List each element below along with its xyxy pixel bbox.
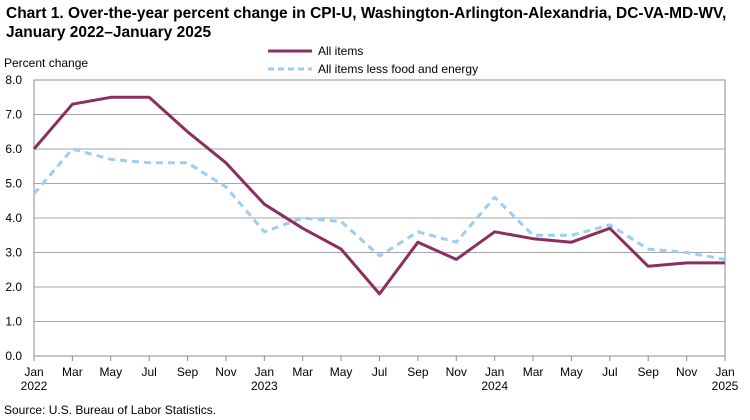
x-tick-label: Sep — [638, 365, 660, 379]
x-tick-label: Nov — [676, 365, 697, 379]
y-tick-label: 6.0 — [5, 142, 22, 156]
x-tick-label: May — [99, 365, 122, 379]
y-axis: 0.0 1.0 2.0 3.0 4.0 5.0 6.0 7.0 8.0 — [5, 73, 22, 363]
legend-label-core: All items less food and energy — [318, 62, 478, 76]
point-all-items — [262, 202, 266, 206]
point-all-items — [569, 240, 573, 244]
x-tick-label: Sep — [407, 365, 429, 379]
point-core — [531, 233, 535, 237]
point-core — [70, 147, 74, 151]
x-tick-label: Mar — [523, 365, 544, 379]
point-all-items — [32, 147, 36, 151]
x-tick-year-label: 2024 — [481, 379, 508, 393]
point-all-items — [301, 226, 305, 230]
chart-title: Chart 1. Over-the-year percent change in… — [6, 5, 727, 41]
gridlines — [34, 114, 725, 322]
y-tick-label: 5.0 — [5, 177, 22, 191]
x-tick-label: Nov — [446, 365, 467, 379]
y-tick-label: 2.0 — [5, 280, 22, 294]
x-tick-label: Jan — [715, 365, 734, 379]
y-tick-label: 3.0 — [5, 246, 22, 260]
point-all-items — [531, 237, 535, 241]
point-all-items — [147, 95, 151, 99]
point-all-items — [224, 161, 228, 165]
x-tick-label: Mar — [292, 365, 313, 379]
point-core — [493, 195, 497, 199]
y-tick-label: 1.0 — [5, 315, 22, 329]
point-core — [454, 240, 458, 244]
point-core — [32, 192, 36, 196]
series-layer — [32, 95, 727, 296]
point-core — [646, 247, 650, 251]
y-tick-label: 8.0 — [5, 73, 22, 87]
point-all-items — [70, 102, 74, 106]
source-note: Source: U.S. Bureau of Labor Statistics. — [4, 403, 217, 417]
point-all-items — [416, 240, 420, 244]
y-axis-title: Percent change — [4, 56, 88, 70]
point-core — [262, 230, 266, 234]
point-all-items — [608, 226, 612, 230]
point-all-items — [646, 264, 650, 268]
x-tick-label: Jul — [141, 365, 156, 379]
x-tick-label: Jan — [24, 365, 43, 379]
x-tick-year-label: 2023 — [251, 379, 278, 393]
point-core — [186, 161, 190, 165]
legend: All items All items less food and energy — [268, 44, 478, 76]
point-all-items — [685, 261, 689, 265]
y-tick-label: 7.0 — [5, 108, 22, 122]
point-core — [569, 233, 573, 237]
legend-label-all-items: All items — [318, 44, 363, 58]
point-core — [109, 157, 113, 161]
point-all-items — [109, 95, 113, 99]
x-tick-label: Jan — [485, 365, 504, 379]
point-all-items — [493, 230, 497, 234]
x-tick-label: Nov — [215, 365, 236, 379]
x-tick-label: Jan — [255, 365, 274, 379]
point-all-items — [378, 292, 382, 296]
point-core — [378, 254, 382, 258]
point-core — [147, 161, 151, 165]
x-tick-label: Mar — [62, 365, 83, 379]
point-core — [685, 251, 689, 255]
series-line-core — [32, 147, 726, 261]
point-all-items — [723, 261, 727, 265]
point-core — [608, 223, 612, 227]
x-tick-year-label: 2022 — [21, 379, 48, 393]
point-all-items — [186, 130, 190, 134]
point-core — [723, 257, 727, 261]
point-core — [339, 219, 343, 223]
x-tick-label: Jul — [372, 365, 387, 379]
x-tick-label: Sep — [177, 365, 199, 379]
point-core — [416, 230, 420, 234]
point-all-items — [454, 257, 458, 261]
y-tick-label: 0.0 — [5, 349, 22, 363]
y-tick-label: 4.0 — [5, 211, 22, 225]
x-tick-label: May — [330, 365, 353, 379]
series-line-all-items — [32, 95, 725, 296]
x-tick-year-label: 2025 — [712, 379, 739, 393]
x-tick-label: May — [560, 365, 583, 379]
x-tick-label: Jul — [602, 365, 617, 379]
point-core — [224, 185, 228, 189]
point-core — [301, 216, 305, 220]
point-all-items — [339, 247, 343, 251]
